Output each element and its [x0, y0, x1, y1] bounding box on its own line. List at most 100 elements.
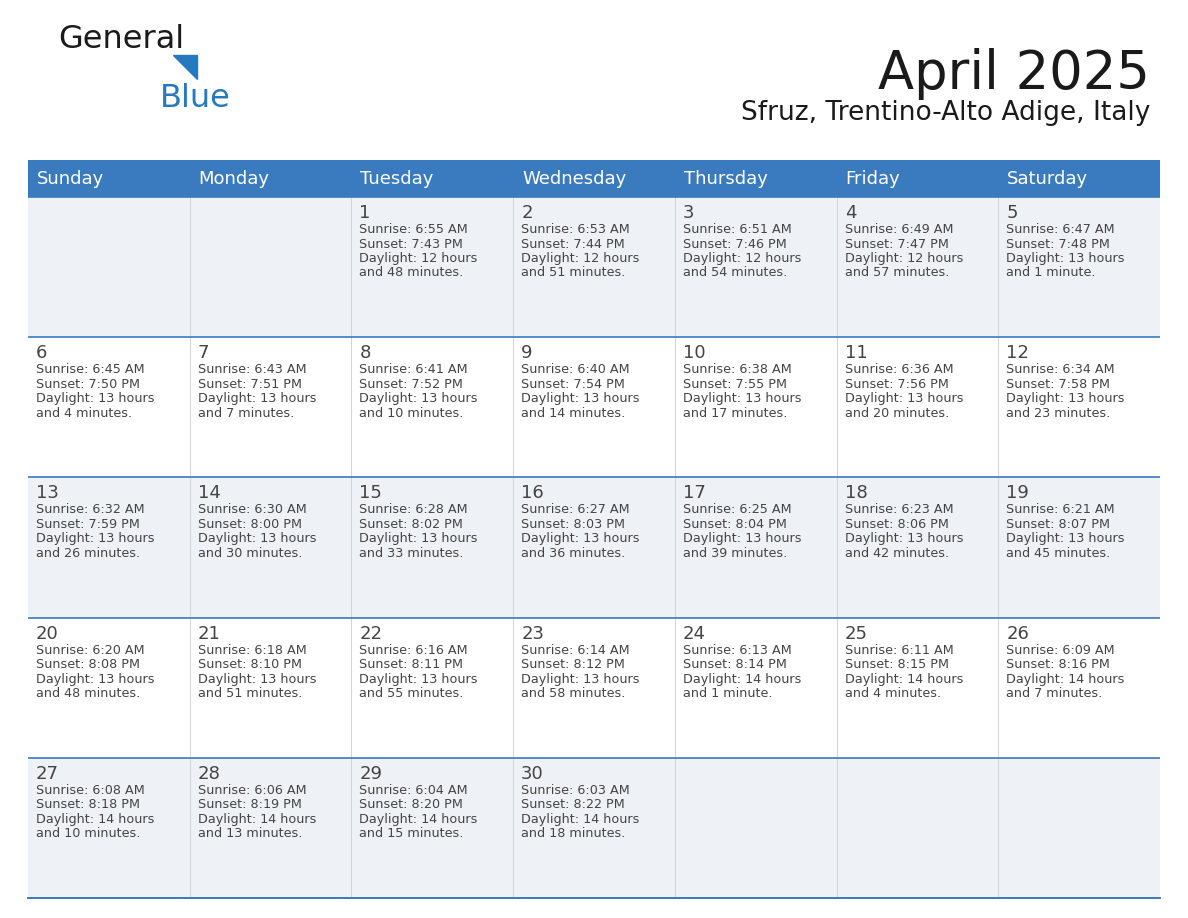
Text: Sunset: 8:02 PM: Sunset: 8:02 PM — [360, 518, 463, 531]
Text: Sunset: 8:20 PM: Sunset: 8:20 PM — [360, 799, 463, 812]
Text: Sunset: 8:08 PM: Sunset: 8:08 PM — [36, 658, 140, 671]
Text: Sunset: 8:19 PM: Sunset: 8:19 PM — [197, 799, 302, 812]
Bar — [513, 618, 675, 757]
Text: Sunrise: 6:08 AM: Sunrise: 6:08 AM — [36, 784, 145, 797]
Text: and 51 minutes.: and 51 minutes. — [197, 687, 302, 700]
Text: and 45 minutes.: and 45 minutes. — [1006, 547, 1111, 560]
Bar — [190, 477, 352, 618]
Text: Sunrise: 6:23 AM: Sunrise: 6:23 AM — [845, 503, 953, 517]
Text: 24: 24 — [683, 624, 706, 643]
Text: Daylight: 13 hours: Daylight: 13 hours — [360, 673, 478, 686]
Text: Daylight: 12 hours: Daylight: 12 hours — [683, 252, 801, 265]
Text: 21: 21 — [197, 624, 221, 643]
Bar — [352, 337, 513, 477]
Text: Tuesday: Tuesday — [360, 170, 434, 187]
Text: Sunrise: 6:36 AM: Sunrise: 6:36 AM — [845, 364, 953, 376]
Text: Sunrise: 6:27 AM: Sunrise: 6:27 AM — [522, 503, 630, 517]
Text: and 54 minutes.: and 54 minutes. — [683, 266, 788, 279]
Text: and 14 minutes.: and 14 minutes. — [522, 407, 625, 420]
Text: Friday: Friday — [846, 170, 901, 187]
Text: Sunrise: 6:43 AM: Sunrise: 6:43 AM — [197, 364, 307, 376]
Text: Sfruz, Trentino-Alto Adige, Italy: Sfruz, Trentino-Alto Adige, Italy — [740, 100, 1150, 126]
Text: Wednesday: Wednesday — [523, 170, 626, 187]
Text: Daylight: 13 hours: Daylight: 13 hours — [197, 532, 316, 545]
Text: Sunset: 7:59 PM: Sunset: 7:59 PM — [36, 518, 140, 531]
Text: 22: 22 — [360, 624, 383, 643]
Text: Sunday: Sunday — [37, 170, 105, 187]
Bar — [29, 477, 190, 618]
Text: Blue: Blue — [160, 83, 230, 114]
Text: Daylight: 13 hours: Daylight: 13 hours — [36, 673, 154, 686]
Text: Daylight: 12 hours: Daylight: 12 hours — [360, 252, 478, 265]
Text: Sunrise: 6:38 AM: Sunrise: 6:38 AM — [683, 364, 791, 376]
Bar — [190, 160, 352, 197]
Bar — [675, 757, 836, 898]
Text: Sunset: 7:52 PM: Sunset: 7:52 PM — [360, 377, 463, 391]
Text: Daylight: 13 hours: Daylight: 13 hours — [197, 392, 316, 405]
Text: 16: 16 — [522, 485, 544, 502]
Text: Sunset: 7:46 PM: Sunset: 7:46 PM — [683, 238, 786, 251]
Text: Sunset: 8:22 PM: Sunset: 8:22 PM — [522, 799, 625, 812]
Text: and 7 minutes.: and 7 minutes. — [197, 407, 293, 420]
Text: Daylight: 13 hours: Daylight: 13 hours — [36, 392, 154, 405]
Bar — [675, 477, 836, 618]
Text: Daylight: 13 hours: Daylight: 13 hours — [683, 392, 802, 405]
Text: 10: 10 — [683, 344, 706, 363]
Text: Daylight: 13 hours: Daylight: 13 hours — [1006, 252, 1125, 265]
Bar — [190, 618, 352, 757]
Text: and 1 minute.: and 1 minute. — [1006, 266, 1095, 279]
Text: 19: 19 — [1006, 485, 1029, 502]
Text: Sunrise: 6:45 AM: Sunrise: 6:45 AM — [36, 364, 145, 376]
Bar — [998, 757, 1159, 898]
Bar — [998, 160, 1159, 197]
Bar — [352, 618, 513, 757]
Text: Daylight: 12 hours: Daylight: 12 hours — [522, 252, 639, 265]
Text: Sunset: 7:55 PM: Sunset: 7:55 PM — [683, 377, 786, 391]
Text: 26: 26 — [1006, 624, 1029, 643]
Text: Sunrise: 6:04 AM: Sunrise: 6:04 AM — [360, 784, 468, 797]
Text: Daylight: 13 hours: Daylight: 13 hours — [1006, 392, 1125, 405]
Text: Sunset: 7:47 PM: Sunset: 7:47 PM — [845, 238, 948, 251]
Text: 18: 18 — [845, 485, 867, 502]
Text: Sunrise: 6:09 AM: Sunrise: 6:09 AM — [1006, 644, 1114, 656]
Bar — [29, 160, 190, 197]
Text: Saturday: Saturday — [1007, 170, 1088, 187]
Text: Daylight: 14 hours: Daylight: 14 hours — [1006, 673, 1125, 686]
Text: Sunset: 8:00 PM: Sunset: 8:00 PM — [197, 518, 302, 531]
Text: Sunrise: 6:32 AM: Sunrise: 6:32 AM — [36, 503, 145, 517]
Text: Sunset: 8:16 PM: Sunset: 8:16 PM — [1006, 658, 1110, 671]
Bar — [675, 618, 836, 757]
Text: and 36 minutes.: and 36 minutes. — [522, 547, 625, 560]
Text: and 15 minutes.: and 15 minutes. — [360, 827, 463, 840]
Text: Daylight: 14 hours: Daylight: 14 hours — [683, 673, 801, 686]
Text: Sunrise: 6:51 AM: Sunrise: 6:51 AM — [683, 223, 791, 236]
Text: 3: 3 — [683, 204, 694, 222]
Bar — [998, 197, 1159, 337]
Text: and 10 minutes.: and 10 minutes. — [36, 827, 140, 840]
Text: Daylight: 13 hours: Daylight: 13 hours — [522, 392, 639, 405]
Text: Sunrise: 6:14 AM: Sunrise: 6:14 AM — [522, 644, 630, 656]
Text: Sunrise: 6:16 AM: Sunrise: 6:16 AM — [360, 644, 468, 656]
Bar — [836, 337, 998, 477]
Text: Daylight: 14 hours: Daylight: 14 hours — [522, 812, 639, 826]
Bar — [190, 197, 352, 337]
Text: Sunset: 7:43 PM: Sunset: 7:43 PM — [360, 238, 463, 251]
Text: Sunrise: 6:28 AM: Sunrise: 6:28 AM — [360, 503, 468, 517]
Bar — [675, 160, 836, 197]
Text: 15: 15 — [360, 485, 383, 502]
Bar — [190, 757, 352, 898]
Bar — [29, 618, 190, 757]
Text: and 4 minutes.: and 4 minutes. — [845, 687, 941, 700]
Text: Daylight: 14 hours: Daylight: 14 hours — [845, 673, 963, 686]
Text: and 18 minutes.: and 18 minutes. — [522, 827, 626, 840]
Text: 27: 27 — [36, 765, 59, 783]
Text: Sunrise: 6:18 AM: Sunrise: 6:18 AM — [197, 644, 307, 656]
Text: 2: 2 — [522, 204, 532, 222]
Text: Sunset: 8:07 PM: Sunset: 8:07 PM — [1006, 518, 1111, 531]
Text: and 42 minutes.: and 42 minutes. — [845, 547, 949, 560]
Text: Sunset: 7:58 PM: Sunset: 7:58 PM — [1006, 377, 1111, 391]
Text: Daylight: 14 hours: Daylight: 14 hours — [36, 812, 154, 826]
Text: 30: 30 — [522, 765, 544, 783]
Text: Sunrise: 6:40 AM: Sunrise: 6:40 AM — [522, 364, 630, 376]
Text: Sunrise: 6:49 AM: Sunrise: 6:49 AM — [845, 223, 953, 236]
